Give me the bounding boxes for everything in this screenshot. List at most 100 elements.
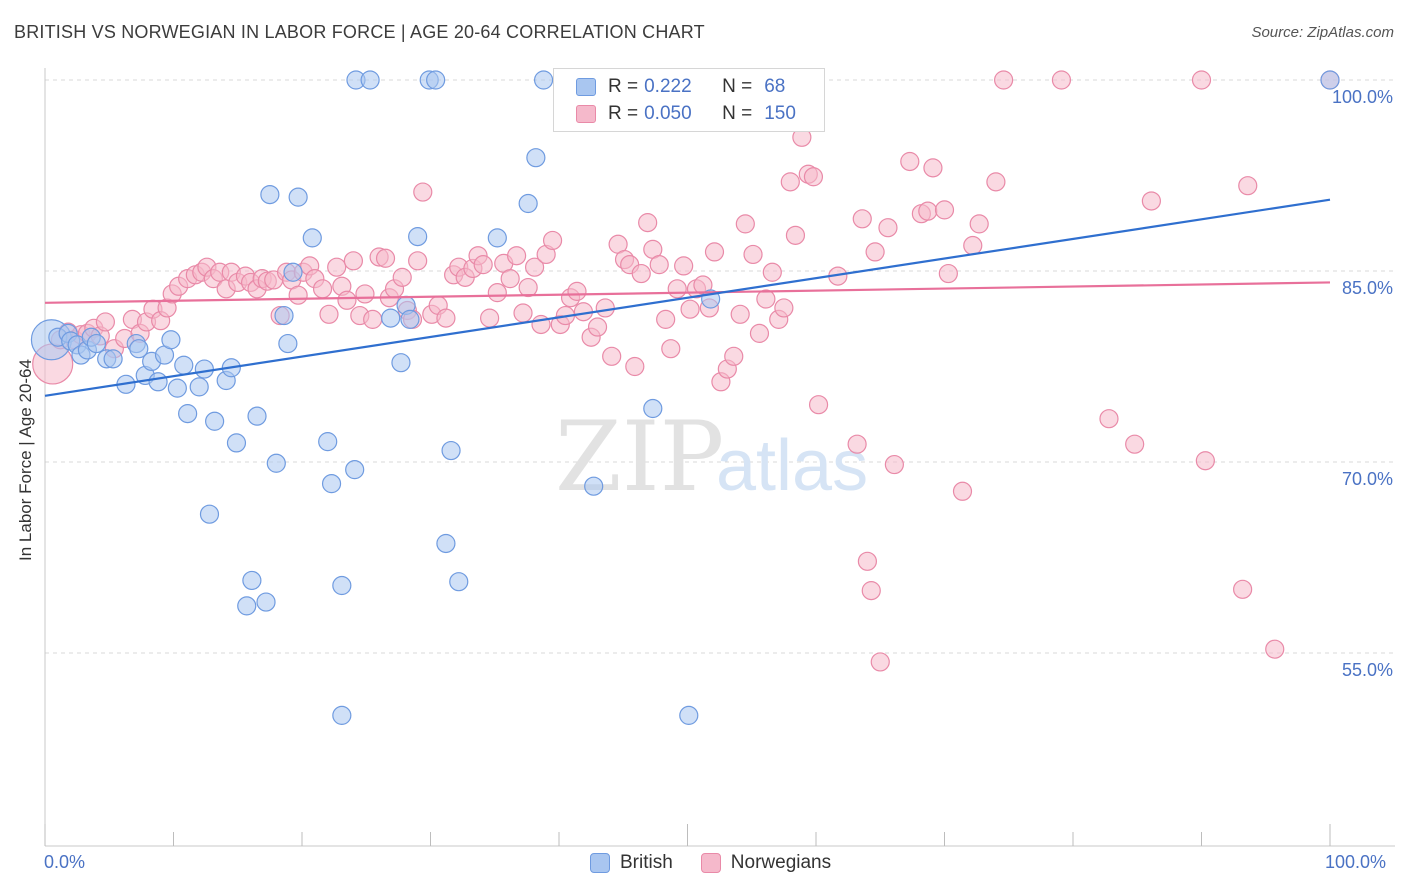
norwegians-point bbox=[506, 246, 527, 266]
british-point bbox=[408, 227, 428, 247]
norwegians-point bbox=[1238, 176, 1258, 196]
british-point bbox=[643, 398, 663, 419]
norwegians-legend-label: Norwegians bbox=[730, 852, 832, 873]
british-point bbox=[247, 406, 267, 426]
british-point bbox=[199, 504, 220, 524]
norwegians-point bbox=[870, 652, 890, 672]
british-point bbox=[226, 433, 247, 453]
r-value-norwegians: 0.050 bbox=[644, 103, 692, 124]
british-point bbox=[274, 305, 294, 326]
norwegians-point bbox=[963, 235, 983, 256]
norwegians-point bbox=[363, 309, 383, 329]
norwegians-trend-line bbox=[44, 281, 1331, 304]
british-point bbox=[381, 308, 401, 328]
norwegians-point bbox=[413, 182, 433, 202]
y-tick-label-55: 55.0% bbox=[1341, 660, 1393, 680]
norwegians-point bbox=[743, 244, 763, 265]
stats-legend: R = 0.222 N = 68 R = 0.050 N = 150 bbox=[553, 68, 825, 132]
n-label: N = bbox=[722, 103, 753, 124]
british-point bbox=[426, 70, 446, 90]
british-point bbox=[332, 575, 352, 596]
norwegians-point bbox=[938, 263, 958, 284]
norwegians-point bbox=[884, 454, 904, 475]
norwegians-point bbox=[667, 279, 687, 299]
norwegians-point bbox=[969, 214, 989, 234]
british-point bbox=[242, 570, 262, 591]
british-point bbox=[266, 453, 286, 473]
british-legend-label: British bbox=[620, 852, 673, 873]
norwegians-point bbox=[436, 308, 456, 328]
norwegians-point bbox=[473, 255, 493, 275]
british-point bbox=[205, 411, 225, 431]
series-legend: British Norwegians bbox=[590, 852, 859, 874]
norwegians-point bbox=[319, 304, 339, 324]
british-point bbox=[584, 476, 604, 496]
norwegians-point bbox=[343, 251, 363, 271]
norwegians-point bbox=[680, 299, 700, 319]
norwegians-point bbox=[656, 309, 676, 329]
norwegians-point bbox=[337, 290, 357, 310]
british-point bbox=[533, 70, 554, 90]
british-point bbox=[167, 378, 187, 398]
british-point bbox=[237, 596, 257, 616]
british-point bbox=[391, 353, 411, 373]
legend-item-norwegians[interactable]: Norwegians bbox=[700, 852, 832, 874]
norwegians-point bbox=[808, 395, 829, 415]
british-point bbox=[487, 228, 507, 248]
british-point bbox=[400, 309, 420, 329]
source-credit: Source: ZipAtlas.com bbox=[1251, 24, 1394, 41]
norwegians-point bbox=[1265, 639, 1285, 659]
norwegians-point bbox=[518, 277, 538, 298]
trend-lines bbox=[44, 198, 1331, 397]
british-point bbox=[260, 185, 280, 205]
british-point bbox=[103, 349, 123, 369]
norwegians-point bbox=[1125, 434, 1145, 454]
norwegians-point bbox=[625, 356, 645, 377]
norwegians-point bbox=[918, 201, 938, 221]
norwegians-point bbox=[803, 167, 824, 187]
norwegians-point bbox=[631, 263, 651, 284]
norwegians-point bbox=[724, 346, 744, 366]
british-point bbox=[449, 572, 469, 592]
n-value-norwegians: 150 bbox=[764, 103, 796, 124]
r-value-british: 0.222 bbox=[644, 76, 692, 97]
norwegians-point bbox=[785, 225, 806, 245]
norwegians-point bbox=[1191, 70, 1212, 90]
y-tick-label-85: 85.0% bbox=[1341, 278, 1393, 298]
legend-item-british[interactable]: British bbox=[590, 852, 673, 874]
norwegians-point bbox=[847, 434, 867, 454]
norwegians-point bbox=[524, 257, 545, 277]
norwegians-point bbox=[994, 70, 1014, 90]
y-tick-label-70: 70.0% bbox=[1341, 469, 1393, 489]
british-point bbox=[129, 339, 149, 359]
british-series bbox=[30, 70, 1340, 725]
watermark-zip: ZIP bbox=[555, 401, 724, 513]
norwegians-point bbox=[852, 209, 872, 229]
british-point bbox=[321, 474, 342, 494]
norwegians-point bbox=[900, 151, 920, 172]
british-point bbox=[318, 432, 338, 452]
norwegians-point bbox=[392, 267, 412, 287]
british-point bbox=[194, 359, 214, 379]
norwegians-point bbox=[95, 312, 115, 332]
norwegians-point bbox=[638, 213, 658, 233]
norwegians-point bbox=[513, 303, 533, 323]
british-point bbox=[86, 333, 107, 354]
norwegians-point bbox=[649, 255, 669, 275]
norwegians-legend-swatch bbox=[700, 853, 721, 873]
norwegians-point bbox=[762, 262, 782, 282]
british-point bbox=[288, 187, 308, 207]
norwegians-point bbox=[1233, 579, 1253, 599]
british-point bbox=[256, 592, 276, 612]
norwegians-point bbox=[355, 284, 375, 304]
watermark: ZIP atlas bbox=[555, 401, 868, 513]
british-point bbox=[679, 705, 699, 725]
norwegians-point bbox=[327, 257, 347, 277]
british-point bbox=[441, 440, 461, 461]
y-tick-label-100: 100.0% bbox=[1331, 87, 1393, 107]
norwegians-point bbox=[1051, 70, 1072, 90]
norwegians-point bbox=[749, 323, 770, 343]
british-point bbox=[174, 355, 194, 375]
n-value-british: 68 bbox=[764, 76, 786, 97]
